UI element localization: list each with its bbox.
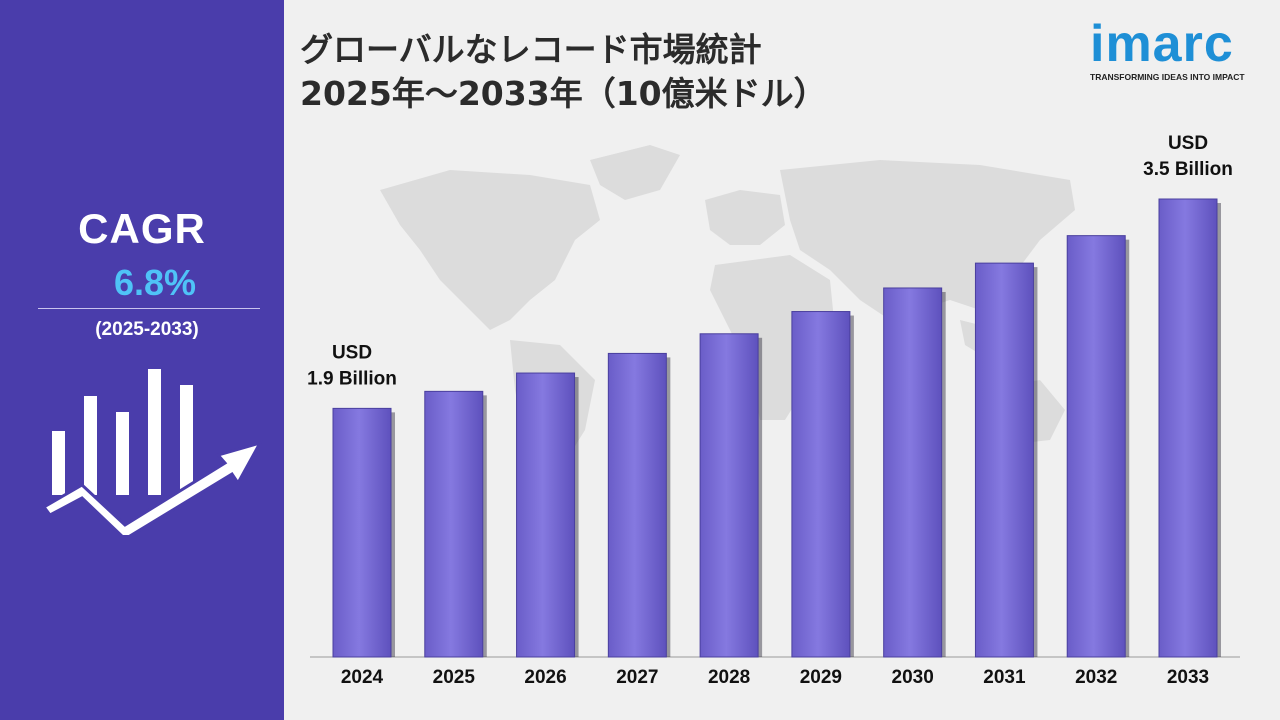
x-tick-label: 2028 bbox=[708, 667, 750, 688]
cagr-value: 6.8% bbox=[113, 262, 197, 303]
x-tick-label: 2029 bbox=[800, 667, 842, 688]
cagr-period: (2025-2033) bbox=[95, 319, 199, 340]
bar-2028 bbox=[699, 333, 759, 658]
x-tick-label: 2024 bbox=[341, 667, 384, 688]
x-tick-label: 2027 bbox=[616, 667, 658, 688]
chart-title-line2: 2025年～2033年（10億米ドル） bbox=[300, 74, 827, 113]
sidebar-panel: CAGR 6.8% (2025-2033) bbox=[0, 0, 284, 720]
bar-2025 bbox=[424, 390, 484, 658]
chart-title: グローバルなレコード市場統計 2025年～2033年（10億米ドル） bbox=[300, 28, 827, 116]
bar-2030 bbox=[883, 287, 943, 658]
bar-2024 bbox=[332, 407, 392, 658]
data-label: 3.5 Billion bbox=[1143, 159, 1233, 180]
x-tick-label: 2033 bbox=[1167, 667, 1209, 688]
data-label: 1.9 Billion bbox=[307, 368, 397, 389]
x-tick-label: 2025 bbox=[433, 667, 476, 688]
bar-growth-arrow-icon bbox=[41, 369, 264, 535]
data-label: USD bbox=[1168, 133, 1208, 154]
bar-2026 bbox=[516, 372, 576, 658]
bar-2032 bbox=[1066, 235, 1126, 658]
logo-tagline: TRANSFORMING IDEAS INTO IMPACT bbox=[1090, 72, 1245, 82]
bar-2027 bbox=[607, 352, 667, 658]
imarc-logo: imarc TRANSFORMING IDEAS INTO IMPACT bbox=[1090, 18, 1265, 82]
data-label: USD bbox=[332, 342, 372, 363]
chart-title-line1: グローバルなレコード市場統計 bbox=[300, 30, 762, 69]
x-tick-label: 2032 bbox=[1075, 667, 1117, 688]
bar-2031 bbox=[974, 262, 1034, 658]
bar-2033 bbox=[1158, 198, 1218, 658]
logo-wordmark: imarc bbox=[1090, 15, 1234, 73]
cagr-label: CAGR bbox=[78, 205, 206, 252]
x-tick-label: 2026 bbox=[524, 667, 566, 688]
x-tick-label: 2030 bbox=[892, 667, 934, 688]
x-tick-label: 2031 bbox=[983, 667, 1026, 688]
cagr-divider bbox=[38, 308, 260, 309]
bar-2029 bbox=[791, 311, 851, 658]
